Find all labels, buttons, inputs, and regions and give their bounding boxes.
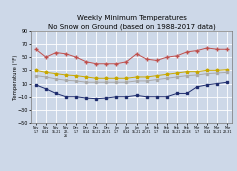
Record High: [186, 51, 188, 53]
Record Low: [34, 84, 37, 86]
Average: [145, 76, 148, 78]
Average: [206, 69, 209, 71]
Line: Record Low: Record Low: [35, 81, 228, 100]
Record High: [115, 63, 118, 65]
Record Low: [196, 86, 198, 88]
Record High: [65, 53, 68, 55]
Climo: [145, 80, 148, 82]
Record Low: [55, 92, 57, 94]
Average: [105, 77, 108, 79]
Climo: [155, 78, 158, 81]
Record Low: [145, 96, 148, 98]
Climo: [186, 75, 188, 77]
Record High: [165, 56, 168, 58]
Climo: [65, 79, 68, 81]
Climo: [55, 78, 57, 80]
Average: [95, 77, 98, 79]
Average: [226, 69, 229, 71]
Climo: [34, 75, 37, 77]
Record High: [175, 55, 178, 57]
Climo: [115, 81, 118, 83]
Climo: [216, 72, 219, 74]
Record High: [196, 50, 198, 52]
Record Low: [125, 96, 128, 98]
Record High: [75, 56, 77, 58]
Record High: [34, 48, 37, 50]
Record Low: [95, 98, 98, 100]
Record Low: [216, 83, 219, 85]
Record Low: [135, 94, 138, 96]
Average: [75, 75, 77, 77]
Record Low: [165, 96, 168, 98]
Climo: [196, 74, 198, 76]
Average: [155, 75, 158, 77]
Average: [65, 74, 68, 76]
Record High: [105, 63, 108, 65]
Record High: [125, 61, 128, 63]
Climo: [125, 81, 128, 83]
Line: Average: Average: [34, 68, 229, 80]
Average: [125, 77, 128, 79]
Record Low: [175, 92, 178, 94]
Record High: [155, 60, 158, 62]
Record Low: [206, 84, 209, 86]
Record Low: [226, 81, 229, 83]
Record Low: [85, 97, 88, 99]
Average: [186, 71, 188, 73]
Average: [135, 76, 138, 78]
Title: Weekly Minimum Temperatures
No Snow on Ground (based on 1988-2017 data): Weekly Minimum Temperatures No Snow on G…: [48, 15, 215, 30]
Average: [175, 72, 178, 74]
Climo: [95, 81, 98, 83]
Average: [196, 71, 198, 73]
Y-axis label: Temperature (°F): Temperature (°F): [13, 54, 18, 100]
Record Low: [105, 97, 108, 99]
Record Low: [115, 96, 118, 98]
Record Low: [75, 96, 77, 98]
Climo: [165, 77, 168, 79]
Average: [165, 73, 168, 75]
Record High: [226, 48, 229, 50]
Climo: [135, 80, 138, 82]
Climo: [206, 73, 209, 75]
Average: [115, 77, 118, 79]
Average: [55, 73, 57, 75]
Record High: [135, 53, 138, 55]
Average: [85, 76, 88, 78]
Line: Record High: Record High: [34, 46, 229, 65]
Record Low: [45, 88, 47, 90]
Average: [34, 69, 37, 71]
Line: Climo: Climo: [35, 71, 228, 83]
Record High: [216, 48, 219, 50]
Average: [216, 69, 219, 71]
Record Low: [186, 92, 188, 94]
Record High: [145, 58, 148, 60]
Record High: [55, 51, 57, 54]
Climo: [75, 80, 77, 82]
Record High: [95, 63, 98, 65]
Record High: [45, 56, 47, 58]
Record High: [85, 61, 88, 63]
Average: [45, 71, 47, 73]
Record Low: [155, 96, 158, 98]
Climo: [45, 76, 47, 78]
Climo: [175, 76, 178, 78]
Record High: [206, 47, 209, 49]
Climo: [226, 71, 229, 73]
Climo: [85, 81, 88, 83]
Record Low: [65, 96, 68, 98]
Climo: [105, 81, 108, 83]
